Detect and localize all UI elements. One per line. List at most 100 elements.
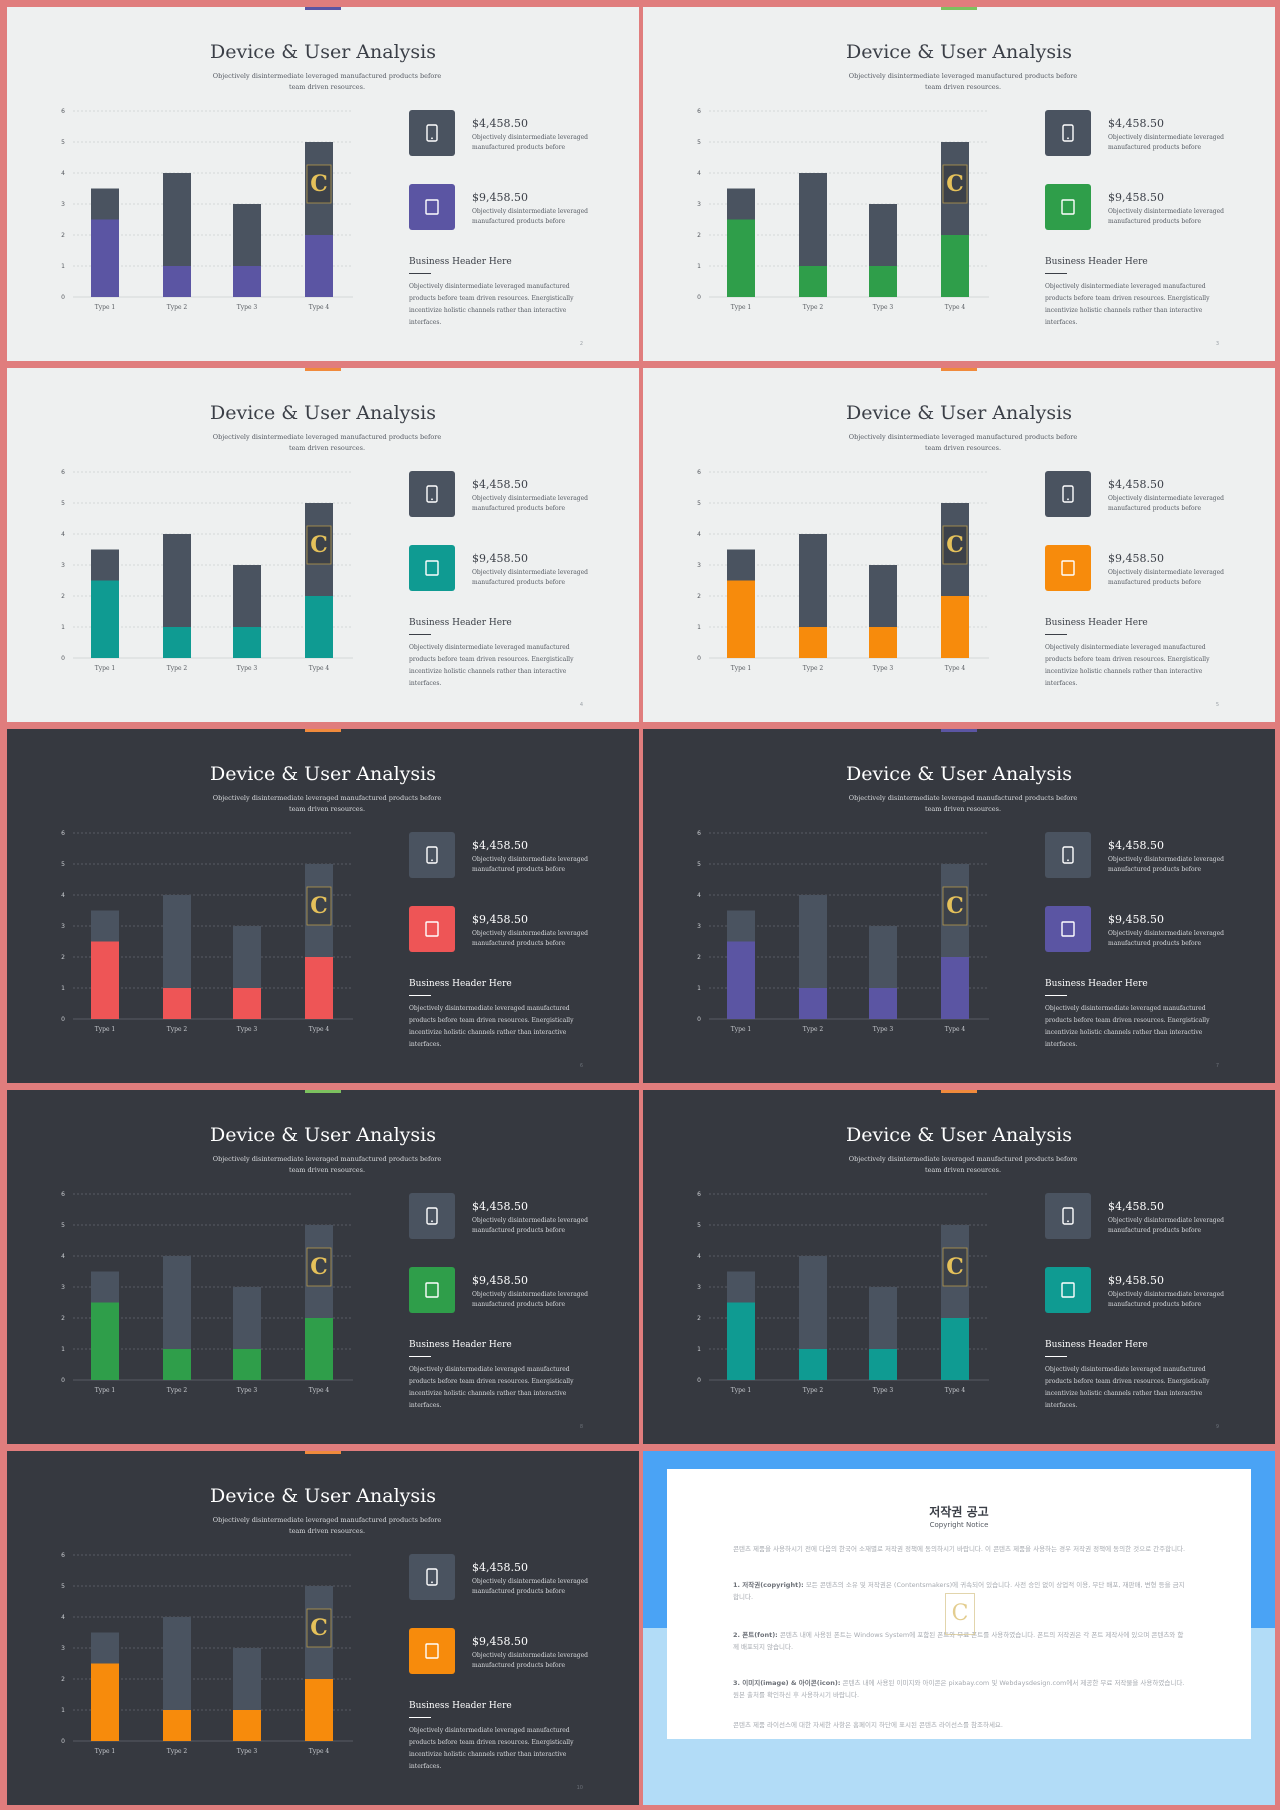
- top-accent-bar: [941, 1090, 977, 1093]
- business-header: Business Header Here: [1045, 1340, 1148, 1350]
- x-tick-label: Type 3: [237, 1387, 258, 1394]
- bar-accent-4: [941, 1318, 969, 1380]
- phone-icon: [426, 485, 438, 503]
- slide-subtitle: Objectively disintermediate leveraged ma…: [848, 1155, 1078, 1174]
- y-tick-label: 3: [61, 201, 65, 208]
- y-tick-label: 1: [697, 263, 701, 270]
- y-tick-label: 4: [697, 892, 701, 899]
- y-tick-label: 1: [697, 624, 701, 631]
- bar-chart: 0 1 2 3 4 5 6 Type 1 Type 2 Type 3 Type 4 C: [61, 1191, 353, 1394]
- contents-logo-icon: C: [945, 1593, 975, 1635]
- x-tick-label: Type 2: [167, 665, 188, 672]
- stat-value-2: $9,458.50: [472, 552, 528, 565]
- bar-accent-1: [91, 1663, 119, 1741]
- y-tick-label: 5: [61, 1222, 65, 1229]
- x-tick-label: Type 4: [309, 665, 330, 672]
- tablet-icon: [425, 1282, 439, 1298]
- x-tick-label: Type 3: [873, 1026, 894, 1033]
- phone-icon-box: [1045, 110, 1091, 156]
- stat-value-1: $4,458.50: [1108, 117, 1164, 130]
- y-tick-label: 2: [697, 1315, 701, 1322]
- x-tick-label: Type 4: [309, 1026, 330, 1033]
- bar-dark-2: [799, 534, 827, 627]
- stat-value-2: $9,458.50: [1108, 913, 1164, 926]
- y-tick-label: 4: [697, 531, 701, 538]
- business-header: Business Header Here: [409, 979, 512, 989]
- x-tick-label: Type 1: [731, 665, 752, 672]
- tablet-icon-box: [1045, 1267, 1091, 1313]
- top-accent-bar: [941, 729, 977, 732]
- bar-dark-3: [233, 565, 261, 627]
- bar-dark-2: [163, 895, 191, 988]
- top-accent-bar: [941, 7, 977, 10]
- x-tick-label: Type 4: [945, 665, 966, 672]
- page-number: 3: [1215, 341, 1219, 347]
- stat-desc-2: Objectively disintermediate leveraged ma…: [1108, 1291, 1225, 1308]
- y-tick-label: 2: [61, 954, 65, 961]
- svg-text:C: C: [946, 532, 964, 558]
- bar-dark-3: [233, 1648, 261, 1710]
- y-tick-label: 4: [61, 1614, 65, 1621]
- bar-accent-1: [91, 941, 119, 1019]
- phone-icon-box: [409, 110, 455, 156]
- stat-desc-2: Objectively disintermediate leveraged ma…: [1108, 569, 1225, 586]
- x-tick-label: Type 3: [237, 304, 258, 311]
- bar-accent-4: [941, 235, 969, 297]
- bar-accent-2: [799, 988, 827, 1019]
- stat-desc-1: Objectively disintermediate leveraged ma…: [1108, 134, 1225, 151]
- bar-accent-4: [941, 596, 969, 658]
- x-tick-label: Type 4: [945, 1387, 966, 1394]
- bar-dark-1: [91, 1271, 119, 1303]
- slide-6: Device & User Analysis Objectively disint…: [643, 729, 1275, 1083]
- top-accent-bar: [305, 1451, 341, 1454]
- notice-paragraph-text: 모든 콘텐츠의 소유 및 저작권은 (Contentsmakers)에 귀속되어…: [733, 1581, 1185, 1601]
- bar-accent-1: [91, 219, 119, 297]
- slide-subtitle: Objectively disintermediate leveraged ma…: [212, 433, 442, 452]
- bar-accent-4: [305, 235, 333, 297]
- bar-dark-1: [727, 910, 755, 942]
- x-tick-label: Type 2: [167, 304, 188, 311]
- y-tick-label: 4: [61, 1253, 65, 1260]
- svg-text:C: C: [310, 532, 328, 558]
- phone-icon-box: [409, 832, 455, 878]
- x-tick-label: Type 2: [167, 1387, 188, 1394]
- phone-icon: [426, 1207, 438, 1225]
- stat-value-2: $9,458.50: [472, 1274, 528, 1287]
- y-tick-label: 3: [697, 201, 701, 208]
- phone-icon: [1062, 124, 1074, 142]
- y-tick-label: 2: [61, 1676, 65, 1683]
- y-tick-label: 1: [61, 985, 65, 992]
- y-tick-label: 3: [697, 923, 701, 930]
- phone-icon-box: [1045, 471, 1091, 517]
- stat-desc-1: Objectively disintermediate leveraged ma…: [1108, 495, 1225, 512]
- y-tick-label: 2: [61, 593, 65, 600]
- notice-paragraph: 3. 이미지(image) & 아이콘(icon): 콘텐츠 내에 사용된 이미…: [733, 1677, 1187, 1701]
- bar-accent-4: [305, 596, 333, 658]
- bar-chart: 0 1 2 3 4 5 6 Type 1 Type 2 Type 3 Type 4 C: [697, 469, 989, 672]
- y-tick-label: 5: [61, 861, 65, 868]
- slide-7: Device & User Analysis Objectively disint…: [7, 1090, 639, 1444]
- stat-desc-2: Objectively disintermediate leveraged ma…: [472, 569, 589, 586]
- notice-paragraph: 콘텐츠 제품을 사용하시기 전에 다음의 한국어 소재별로 저작권 정책에 동의…: [733, 1543, 1187, 1555]
- bar-dark-1: [727, 549, 755, 581]
- contents-logo-icon: C: [306, 886, 332, 926]
- bar-accent-3: [233, 1349, 261, 1380]
- business-body: Objectively disintermediate leveraged ma…: [1045, 1366, 1210, 1409]
- bar-accent-1: [91, 580, 119, 658]
- x-tick-label: Type 1: [731, 1387, 752, 1394]
- slide-subtitle: Objectively disintermediate leveraged ma…: [212, 72, 442, 91]
- bar-accent-2: [799, 1349, 827, 1380]
- y-tick-label: 3: [697, 1284, 701, 1291]
- stat-value-1: $4,458.50: [472, 478, 528, 491]
- phone-icon: [1062, 1207, 1074, 1225]
- stat-value-2: $9,458.50: [1108, 1274, 1164, 1287]
- tablet-icon: [425, 560, 439, 576]
- tablet-icon-box: [409, 1267, 455, 1313]
- bar-accent-2: [163, 988, 191, 1019]
- bar-chart: 0 1 2 3 4 5 6 Type 1 Type 2 Type 3 Type 4 C: [61, 1552, 353, 1755]
- business-body: Objectively disintermediate leveraged ma…: [1045, 1005, 1210, 1048]
- bar-accent-1: [727, 941, 755, 1019]
- y-tick-label: 0: [697, 1377, 701, 1384]
- y-tick-label: 0: [61, 1738, 65, 1745]
- y-tick-label: 1: [697, 1346, 701, 1353]
